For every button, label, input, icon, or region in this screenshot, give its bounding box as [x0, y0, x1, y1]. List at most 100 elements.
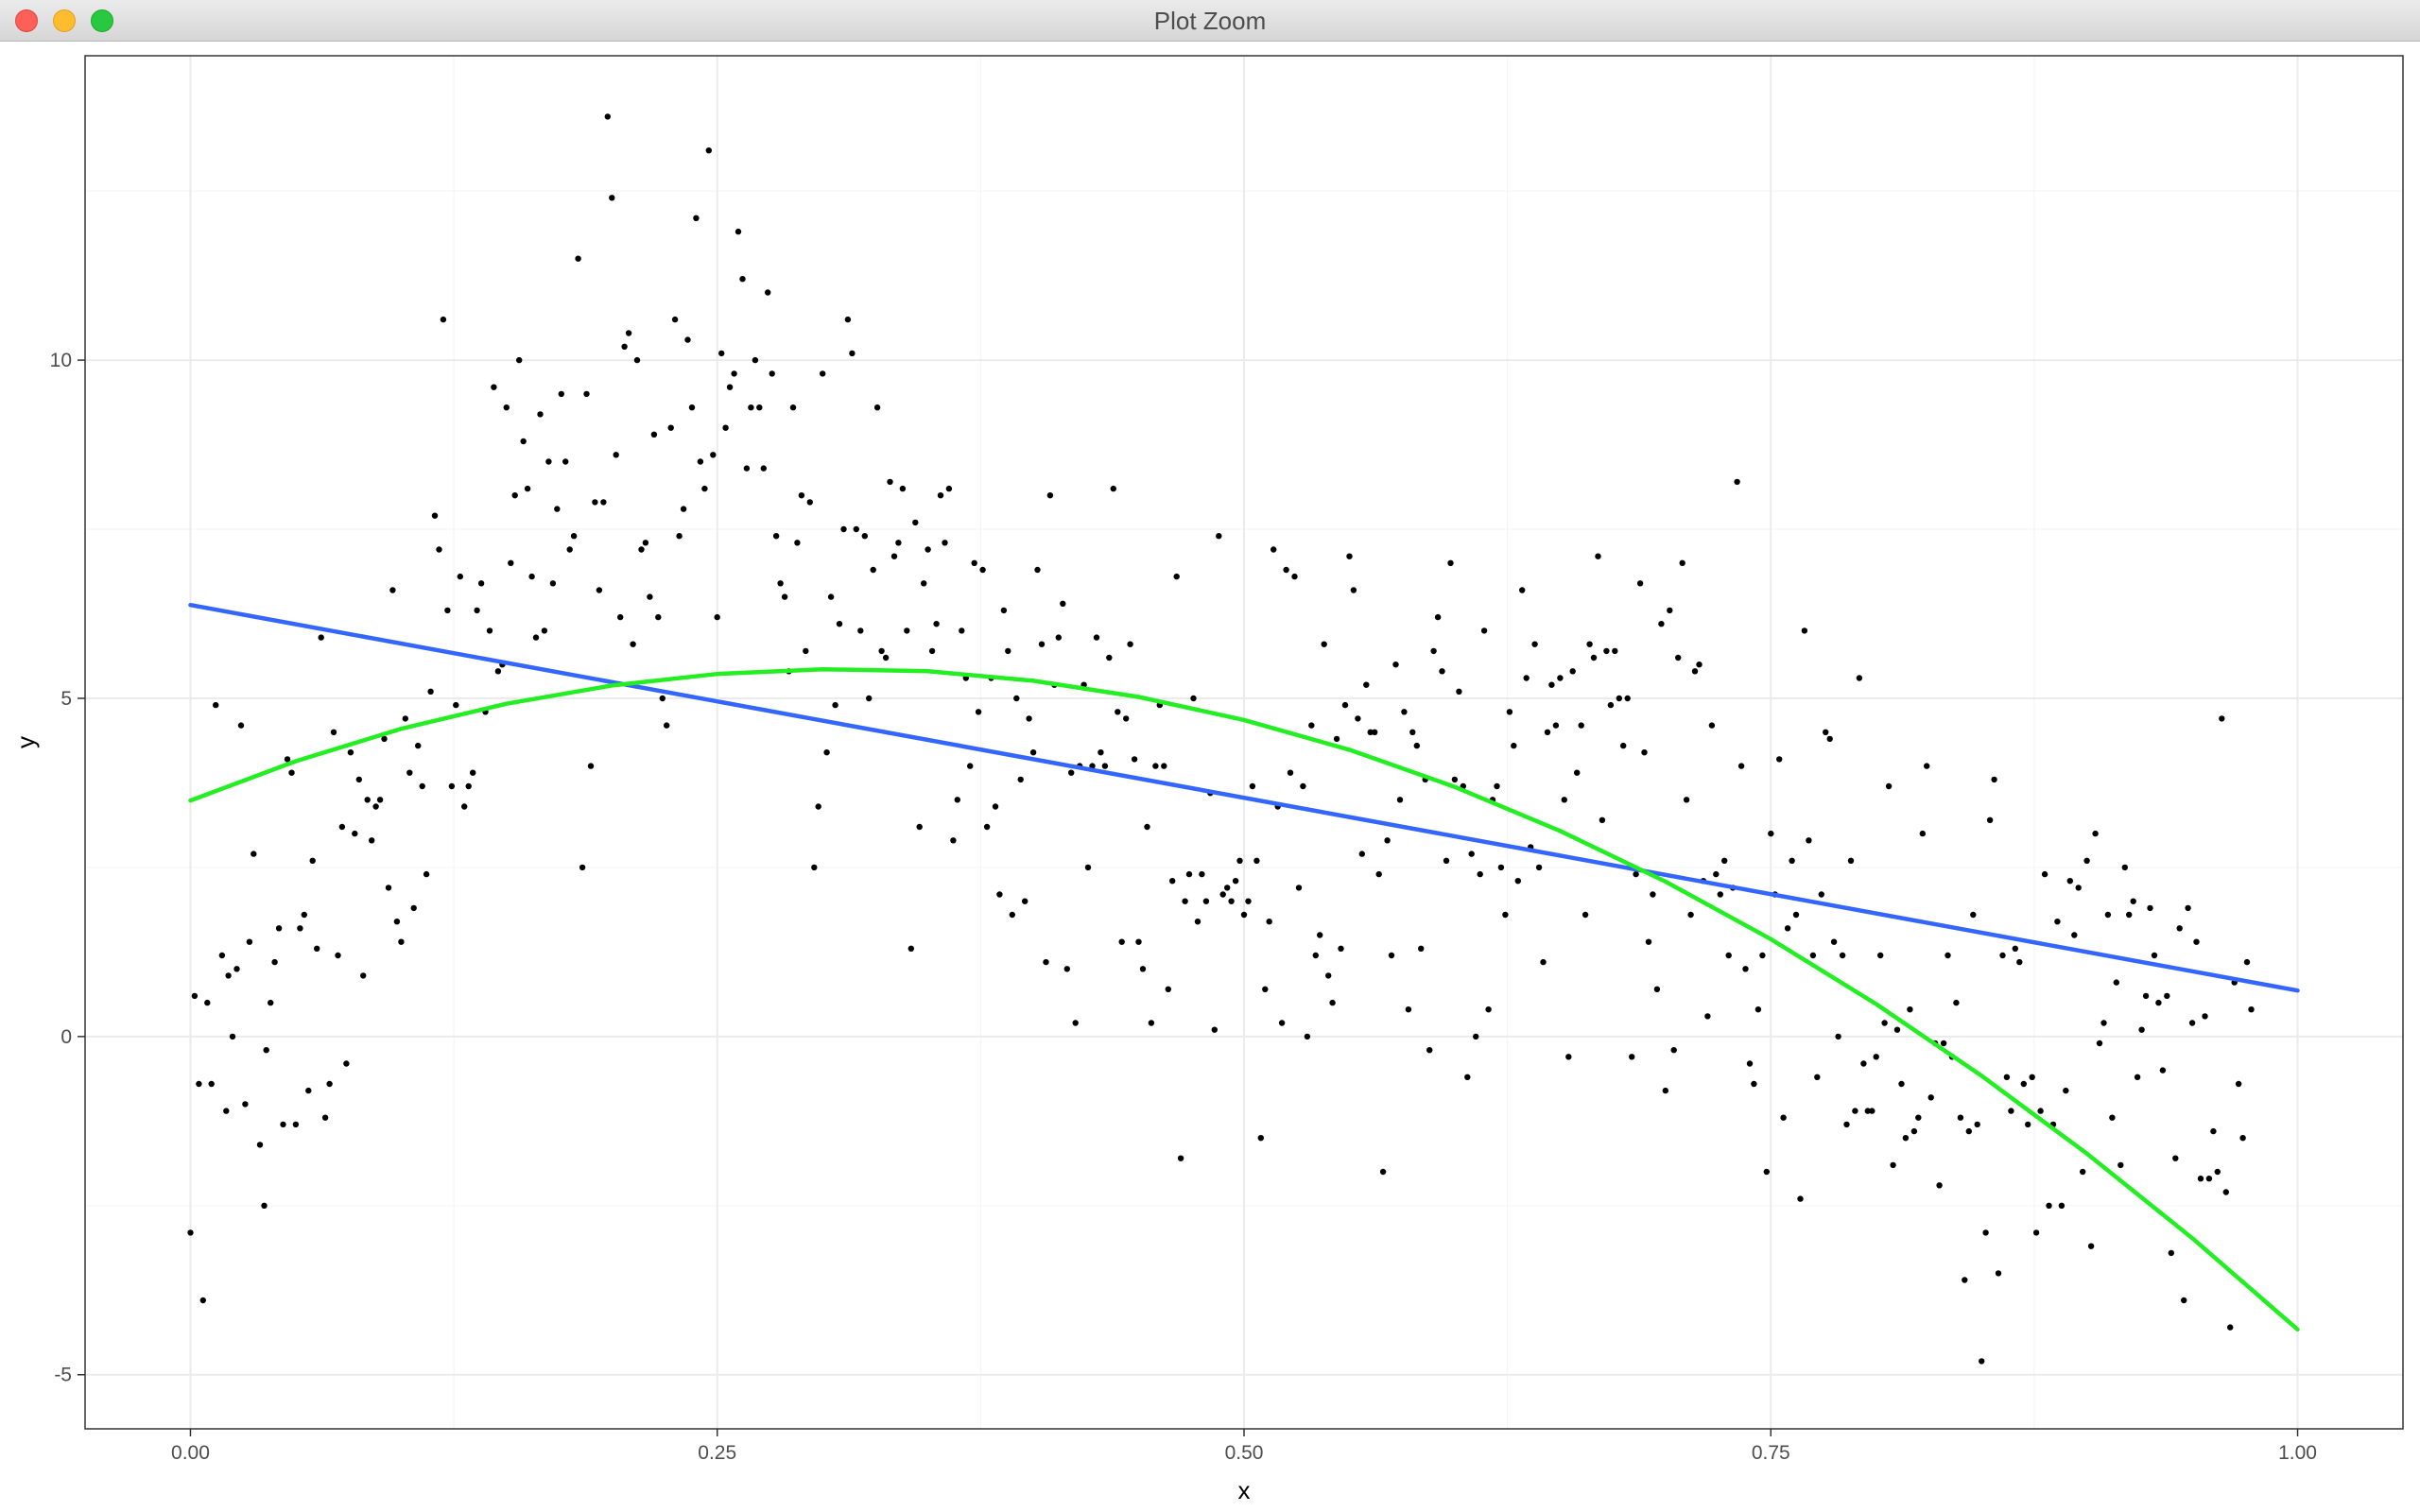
data-point: [890, 553, 898, 559]
data-point: [1346, 553, 1353, 559]
data-point: [1531, 641, 1538, 647]
data-point: [275, 925, 283, 932]
data-point: [1304, 1033, 1311, 1040]
data-point: [1161, 763, 1167, 769]
data-point: [1995, 1270, 2002, 1277]
data-point: [870, 566, 876, 574]
data-point: [1535, 864, 1543, 871]
data-point: [360, 972, 367, 979]
data-point: [815, 803, 821, 810]
data-point: [1152, 763, 1159, 769]
data-point: [2193, 938, 2200, 945]
data-point: [680, 506, 687, 512]
data-point: [381, 735, 388, 743]
data-point: [427, 688, 434, 695]
data-point: [583, 390, 590, 398]
data-point: [1211, 1026, 1219, 1033]
data-point: [486, 627, 493, 634]
data-point: [765, 289, 771, 296]
data-point: [343, 1060, 350, 1067]
data-point: [2071, 932, 2078, 938]
data-point: [558, 390, 564, 398]
data-point: [1266, 919, 1272, 925]
data-point: [1936, 1182, 1943, 1189]
data-point: [1245, 898, 1252, 904]
data-point: [1464, 1074, 1471, 1081]
data-point: [772, 533, 780, 540]
data-point: [1768, 830, 1774, 837]
data-point: [676, 533, 683, 540]
data-point: [2025, 1121, 2031, 1128]
data-point: [470, 769, 476, 776]
data-point: [461, 803, 468, 810]
data-point: [789, 404, 797, 411]
data-point: [453, 701, 459, 709]
data-point: [1789, 857, 1795, 864]
data-point: [1957, 1114, 1964, 1121]
scatter-plot: 0.00 0.25 0.50 0.75 1.00 -5 0 5 10 x y: [11, 55, 2404, 1504]
data-point: [297, 925, 303, 932]
data-point: [292, 1121, 300, 1128]
data-point: [491, 384, 497, 390]
data-point: [617, 613, 624, 621]
data-point: [1043, 958, 1049, 966]
data-point: [1616, 695, 1623, 702]
data-point: [2113, 979, 2119, 986]
data-point: [1717, 891, 1724, 898]
data-point: [1287, 769, 1294, 776]
data-point: [541, 627, 548, 634]
data-point: [895, 540, 902, 546]
data-point: [1670, 1047, 1677, 1054]
data-point: [996, 891, 1003, 898]
y-tick-label: -5: [54, 1365, 72, 1386]
data-point: [933, 621, 940, 627]
data-point: [659, 695, 666, 702]
data-point: [2063, 1087, 2069, 1094]
data-point: [1029, 749, 1037, 756]
data-point: [866, 695, 873, 702]
data-point: [928, 647, 936, 655]
data-point: [1443, 857, 1450, 864]
data-point: [1540, 958, 1547, 966]
data-point: [305, 1087, 312, 1094]
data-point: [1325, 972, 1332, 979]
data-point: [549, 580, 557, 587]
data-point: [1426, 1047, 1433, 1054]
data-point: [1392, 662, 1399, 668]
data-point: [1093, 634, 1100, 641]
data-point: [1240, 911, 1248, 919]
data-point: [1300, 782, 1306, 790]
data-point: [1704, 1013, 1711, 1020]
data-point: [1991, 776, 1997, 783]
data-point: [1456, 688, 1462, 695]
data-point: [950, 837, 957, 844]
data-point: [477, 580, 485, 587]
minimize-window-button[interactable]: [53, 9, 76, 32]
data-point: [1253, 857, 1260, 864]
x-tick-label: 0.00: [171, 1442, 210, 1464]
data-point: [1869, 1108, 1876, 1114]
data-point: [693, 215, 700, 221]
data-point: [301, 911, 307, 919]
data-point: [2176, 925, 2183, 932]
x-tick-label: 0.50: [1225, 1442, 1264, 1464]
data-point: [718, 350, 725, 357]
data-point: [1636, 580, 1644, 587]
data-point: [769, 370, 775, 377]
data-point: [625, 330, 632, 336]
data-point: [1754, 1006, 1762, 1013]
close-window-button[interactable]: [15, 9, 38, 32]
data-point: [1295, 885, 1303, 891]
data-point: [2100, 1020, 2107, 1026]
data-point: [1013, 695, 1020, 702]
data-point: [1860, 1060, 1867, 1067]
zoom-window-button[interactable]: [91, 9, 113, 32]
data-point: [642, 540, 649, 546]
data-point: [335, 952, 341, 959]
data-point: [2243, 958, 2251, 966]
data-point: [1177, 1155, 1184, 1161]
data-point: [1653, 986, 1661, 992]
data-point: [1506, 709, 1513, 715]
data-point: [1034, 566, 1041, 574]
plot-area: 0.00 0.25 0.50 0.75 1.00 -5 0 5 10 x y: [0, 42, 2420, 1512]
